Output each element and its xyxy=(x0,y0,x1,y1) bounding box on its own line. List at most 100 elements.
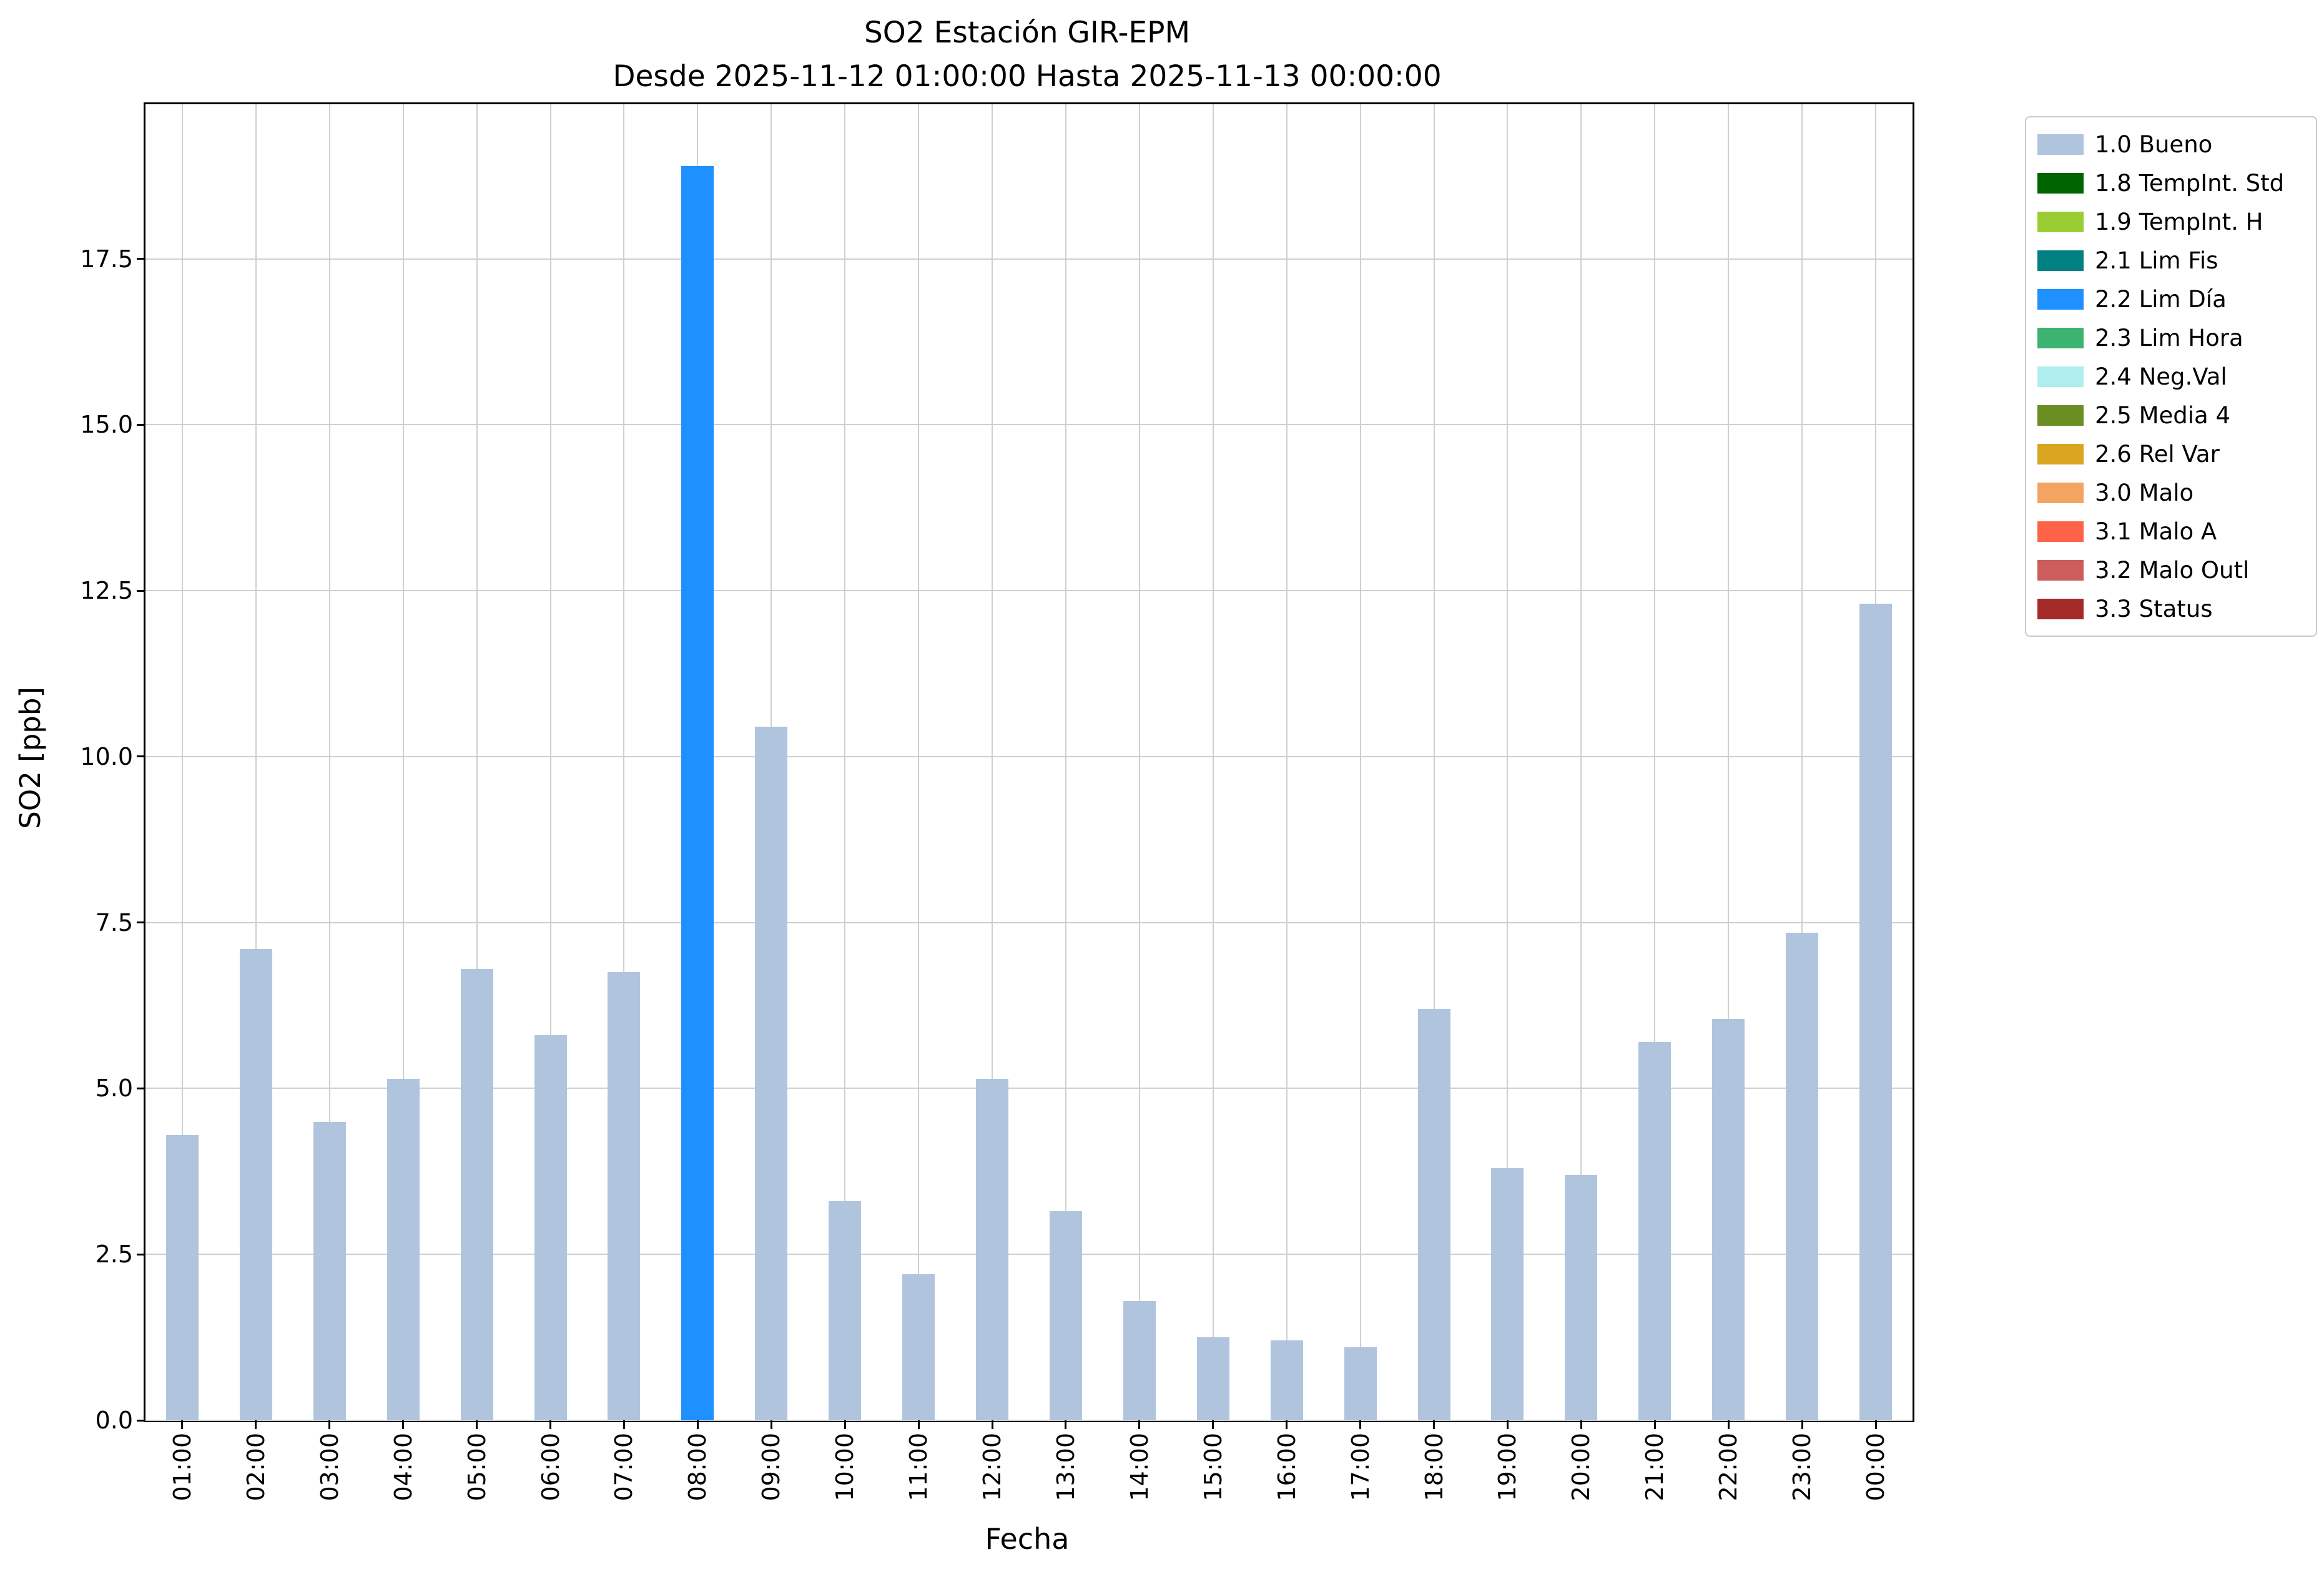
x-tick-mark xyxy=(181,1420,184,1429)
bar xyxy=(165,1134,199,1420)
x-tick-label: 05:00 xyxy=(463,1433,491,1501)
x-gridline xyxy=(1507,104,1509,1420)
x-gridline xyxy=(328,104,330,1420)
legend-entry-label: 1.9 TempInt. H xyxy=(2095,208,2263,235)
legend-entry-label: 2.5 Media 4 xyxy=(2095,401,2231,429)
y-gridline xyxy=(145,424,1913,426)
legend-color-swatch xyxy=(2037,134,2084,155)
y-gridline xyxy=(145,1254,1913,1255)
legend-entry-label: 1.8 TempInt. Std xyxy=(2095,169,2285,197)
legend-entry: 2.1 Lim Fis xyxy=(2026,241,2316,280)
x-tick-label: 23:00 xyxy=(1788,1433,1816,1501)
x-tick-label: 07:00 xyxy=(610,1433,638,1501)
y-tick-label: 12.5 xyxy=(80,577,133,605)
y-tick-label: 0.0 xyxy=(95,1407,133,1434)
x-tick-mark xyxy=(1874,1420,1877,1429)
y-axis-label: SO2 [ppb] xyxy=(14,687,47,829)
x-tick-mark xyxy=(1506,1420,1509,1429)
x-gridline xyxy=(1138,104,1140,1420)
bar xyxy=(534,1035,567,1420)
x-gridline xyxy=(549,104,551,1420)
legend-entry: 2.4 Neg.Val xyxy=(2026,357,2316,396)
y-tick-label: 17.5 xyxy=(80,245,133,273)
y-gridline xyxy=(145,1420,1913,1421)
bar xyxy=(1270,1340,1303,1420)
x-tick-mark xyxy=(1065,1420,1067,1429)
x-tick-mark xyxy=(1580,1420,1582,1429)
x-gridline xyxy=(844,104,846,1420)
x-tick-mark xyxy=(1359,1420,1362,1429)
legend: 1.0 Bueno 1.8 TempInt. Std 1.9 TempInt. H 2… xyxy=(2025,116,2317,637)
x-tick-label: 17:00 xyxy=(1346,1433,1374,1501)
x-tick-mark xyxy=(991,1420,993,1429)
x-tick-label: 12:00 xyxy=(978,1433,1007,1501)
x-gridline xyxy=(918,104,920,1420)
bar xyxy=(1712,1018,1745,1420)
y-tick-mark xyxy=(137,258,145,260)
x-tick-label: 06:00 xyxy=(536,1433,564,1501)
x-tick-mark xyxy=(255,1420,257,1429)
bar xyxy=(239,949,272,1420)
x-tick-label: 04:00 xyxy=(389,1433,417,1501)
x-tick-label: 16:00 xyxy=(1273,1433,1301,1501)
legend-entry: 3.1 Malo A xyxy=(2026,512,2316,551)
x-tick-label: 15:00 xyxy=(1199,1433,1227,1501)
y-tick-mark xyxy=(137,921,145,924)
legend-entry-label: 3.0 Malo xyxy=(2095,479,2194,506)
legend-entry: 3.3 Status xyxy=(2026,589,2316,628)
legend-entry: 3.0 Malo xyxy=(2026,473,2316,512)
y-gridline xyxy=(145,258,1913,260)
bar xyxy=(1049,1211,1082,1420)
bar xyxy=(460,969,493,1420)
x-gridline xyxy=(255,104,257,1420)
bar xyxy=(1786,932,1819,1420)
legend-entry-label: 2.2 Lim Día xyxy=(2095,285,2227,313)
y-gridline xyxy=(145,755,1913,757)
legend-entry: 2.6 Rel Var xyxy=(2026,435,2316,473)
x-tick-mark xyxy=(549,1420,552,1429)
legend-entry-label: 2.4 Neg.Val xyxy=(2095,363,2227,390)
chart-title-line1: SO2 Estación GIR-EPM xyxy=(864,16,1191,50)
legend-color-swatch xyxy=(2037,250,2084,271)
legend-color-swatch xyxy=(2037,366,2084,387)
x-tick-label: 18:00 xyxy=(1420,1433,1448,1501)
bar xyxy=(1565,1174,1598,1420)
x-gridline xyxy=(181,104,183,1420)
x-tick-mark xyxy=(402,1420,405,1429)
x-tick-mark xyxy=(1801,1420,1803,1429)
y-gridline xyxy=(145,590,1913,592)
x-tick-mark xyxy=(1653,1420,1656,1429)
x-tick-mark xyxy=(1727,1420,1730,1429)
bar xyxy=(1859,604,1893,1420)
legend-color-swatch xyxy=(2037,172,2084,194)
x-gridline xyxy=(1728,104,1730,1420)
x-tick-mark xyxy=(1212,1420,1214,1429)
legend-color-swatch xyxy=(2037,288,2084,310)
legend-entry-label: 3.3 Status xyxy=(2095,595,2213,622)
bar xyxy=(608,972,641,1420)
bar xyxy=(681,165,714,1420)
bar xyxy=(1491,1168,1524,1420)
legend-entry: 2.5 Media 4 xyxy=(2026,396,2316,435)
legend-entry: 3.2 Malo Outl xyxy=(2026,551,2316,589)
x-tick-mark xyxy=(328,1420,331,1429)
legend-entry: 2.3 Lim Hora xyxy=(2026,318,2316,357)
legend-entry: 1.8 TempInt. Std xyxy=(2026,164,2316,202)
bar xyxy=(387,1078,420,1420)
bar xyxy=(1196,1337,1229,1420)
y-tick-label: 7.5 xyxy=(95,908,133,936)
legend-color-swatch xyxy=(2037,443,2084,464)
x-gridline xyxy=(1065,104,1066,1420)
x-tick-label: 22:00 xyxy=(1715,1433,1743,1501)
y-tick-label: 2.5 xyxy=(95,1241,133,1269)
legend-entry: 1.9 TempInt. H xyxy=(2026,202,2316,241)
x-tick-mark xyxy=(1433,1420,1435,1429)
legend-entry: 2.2 Lim Día xyxy=(2026,280,2316,318)
x-tick-mark xyxy=(1138,1420,1141,1429)
x-gridline xyxy=(1212,104,1214,1420)
y-tick-label: 5.0 xyxy=(95,1074,133,1103)
x-tick-label: 13:00 xyxy=(1051,1433,1080,1501)
x-tick-label: 09:00 xyxy=(757,1433,785,1501)
legend-entry-label: 2.6 Rel Var xyxy=(2095,440,2220,468)
